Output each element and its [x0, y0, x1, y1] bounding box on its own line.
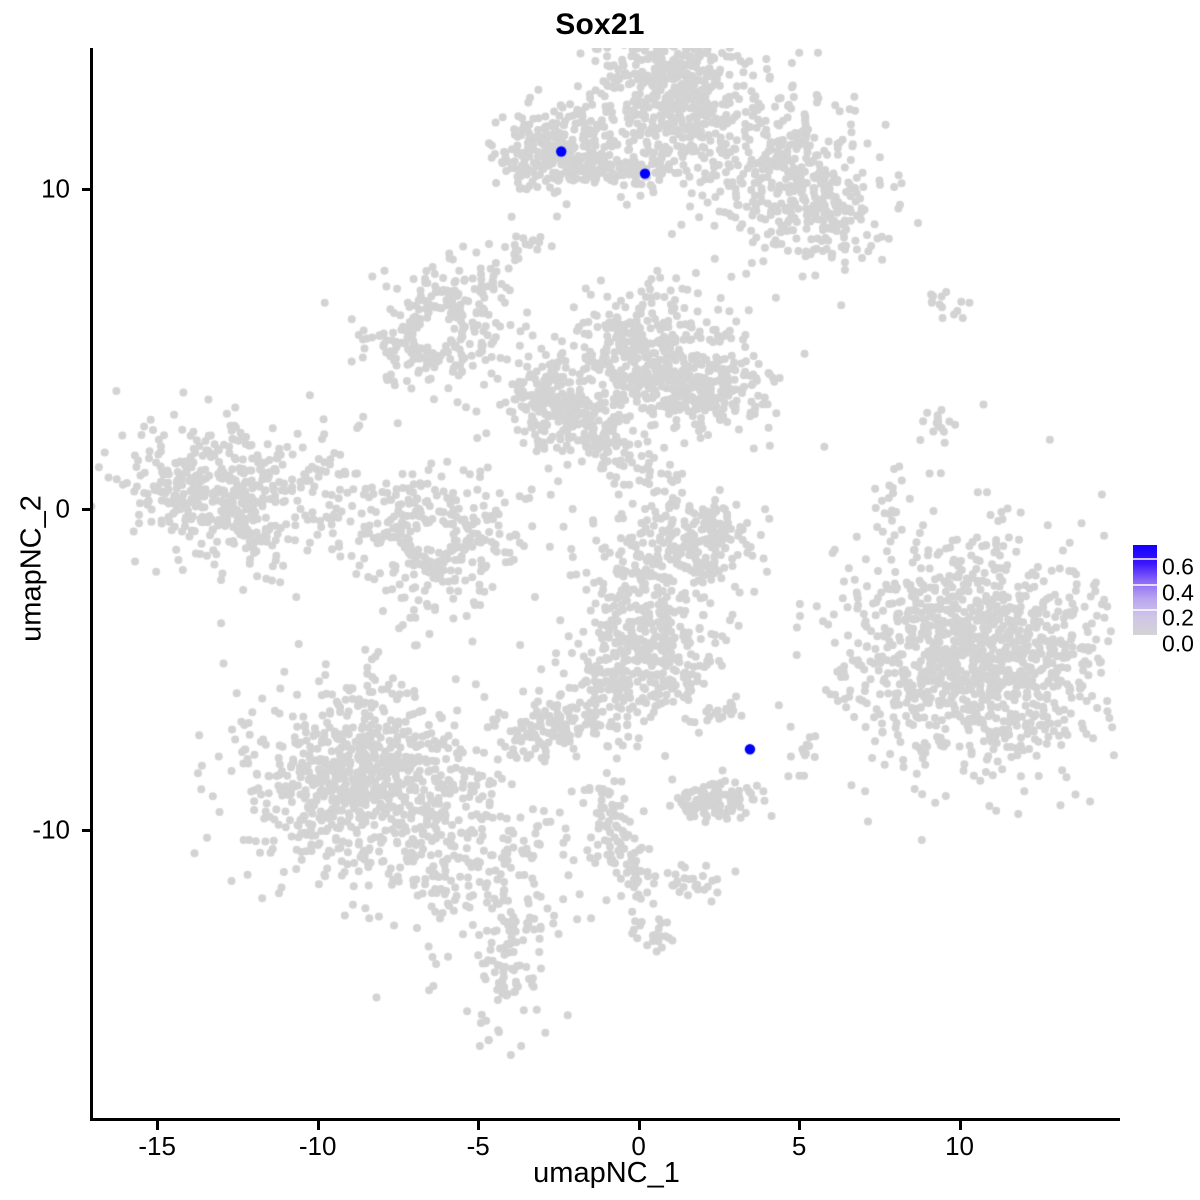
y-axis-label: umapNC_2: [15, 495, 48, 642]
y-tick-label: -10: [32, 814, 70, 845]
colorbar-tick: [1133, 557, 1157, 560]
page-title: Sox21: [555, 8, 645, 41]
colorbar-gradient: [1133, 545, 1157, 635]
x-tick-mark: [637, 1121, 641, 1130]
colorbar-legend: 0.6 0.4 0.2 0.0: [1129, 541, 1200, 657]
x-tick-mark: [958, 1121, 962, 1130]
x-tick-label: 5: [791, 1131, 807, 1161]
x-tick-label: -15: [138, 1131, 176, 1161]
y-tick-mark: [82, 828, 91, 832]
x-tick-mark: [156, 1121, 160, 1130]
x-tick-label: 10: [945, 1131, 974, 1161]
colorbar-tick-label: 0.2: [1162, 604, 1194, 631]
y-tick-mark: [82, 508, 91, 512]
y-tick-label: 0: [55, 493, 70, 524]
x-tick-label: -10: [298, 1131, 337, 1161]
colorbar-tick-label: 0.4: [1162, 579, 1194, 606]
colorbar-tick-label: 0.0: [1162, 630, 1194, 657]
y-axis-line: [90, 48, 93, 1121]
x-tick-mark: [316, 1121, 320, 1130]
y-tick-mark: [82, 187, 91, 191]
x-axis-line: [90, 1118, 1120, 1121]
x-tick-mark: [477, 1121, 481, 1130]
scatter-points-canvas: [93, 48, 1120, 1118]
y-tick-label: 10: [41, 173, 70, 204]
plot-panel: [93, 48, 1120, 1118]
colorbar-tick: [1133, 583, 1157, 586]
x-tick-label: 0: [631, 1131, 646, 1161]
x-tick-mark: [798, 1121, 802, 1130]
colorbar-tick: [1133, 609, 1157, 612]
x-axis-label: umapNC_1: [533, 1157, 680, 1189]
colorbar-tick-label: 0.6: [1162, 553, 1194, 580]
x-tick-label: -5: [466, 1131, 490, 1161]
